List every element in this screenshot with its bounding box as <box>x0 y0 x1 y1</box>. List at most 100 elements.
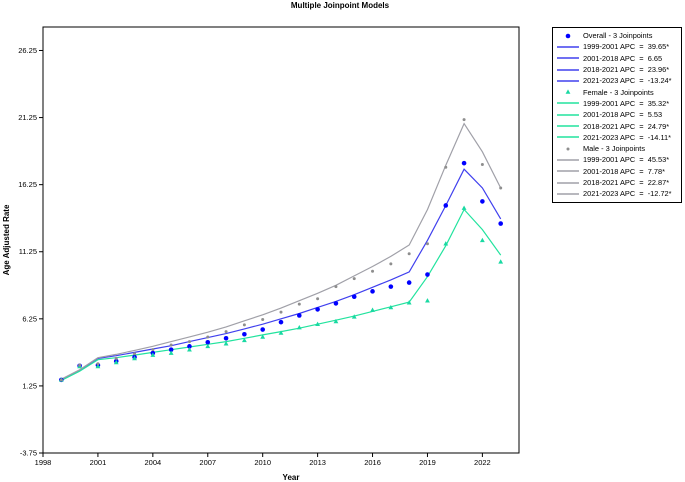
data-point-female <box>150 352 156 357</box>
y-axis: 26.25 21.25 16.25 11.25 6.25 1.25 -3.75 <box>18 46 43 458</box>
y-tick-label: -3.75 <box>20 449 37 458</box>
legend-marker-triangle <box>565 89 571 94</box>
data-point-male <box>316 297 320 301</box>
legend-symbol <box>557 68 579 71</box>
data-point-overall <box>297 313 302 318</box>
legend-entry-series: Overall - 3 Joinpoints <box>553 30 681 41</box>
legend-apc-label: 1999-2001 APC = 35.32* <box>583 98 670 108</box>
data-point-overall <box>406 280 412 285</box>
data-point-male <box>261 317 265 321</box>
data-point-overall <box>168 347 174 352</box>
data-point-female <box>498 259 504 264</box>
legend-entry-apc: 2001-2018 APC = 7.78* <box>553 166 681 177</box>
data-point-female <box>406 300 412 305</box>
legend-apc-label: 2001-2018 APC = 5.53 <box>583 110 663 120</box>
data-point-male <box>389 262 393 266</box>
data-point-female <box>461 205 467 210</box>
data-point-female <box>205 343 211 349</box>
legend-symbol <box>557 57 579 59</box>
data-point-overall <box>351 294 357 299</box>
data-point-overall <box>443 203 449 208</box>
legend-entry-apc: 2021-2023 APC = -14.11* <box>553 132 681 143</box>
legend-entry-apc: 2018-2021 APC = 22.87* <box>553 177 681 188</box>
legend-symbol <box>566 147 570 151</box>
data-point-overall <box>461 160 467 166</box>
x-tick-label: 2013 <box>309 458 326 467</box>
chart-title: Multiple Joinpoint Models <box>291 1 390 10</box>
data-point-male <box>133 352 137 356</box>
data-point-female <box>351 314 357 319</box>
y-tick-label: 16.25 <box>18 180 37 189</box>
legend-entry-apc: 2018-2021 APC = 23.96* <box>553 64 681 75</box>
legend-symbol <box>557 193 579 195</box>
data-point-male <box>224 330 228 334</box>
data-point-female <box>241 337 247 343</box>
x-tick-label: 2001 <box>90 458 107 467</box>
x-tick-label: 1998 <box>35 458 52 467</box>
legend-entry-apc: 2018-2021 APC = 24.79* <box>553 120 681 131</box>
data-point-overall <box>205 340 211 345</box>
data-point-male <box>59 378 63 382</box>
legend-entry-apc: 2021-2023 APC = -13.24* <box>553 75 681 86</box>
x-tick-label: 2004 <box>145 458 162 467</box>
legend-symbol <box>557 46 579 48</box>
data-point-overall <box>278 319 284 325</box>
y-axis-label: Age Adjusted Rate <box>2 204 11 275</box>
data-point-male <box>480 163 484 167</box>
legend-symbol <box>557 170 579 172</box>
data-point-male <box>462 118 466 122</box>
legend-entry-series: Male - 3 Joinpoints <box>553 143 681 154</box>
legend-apc-label: 2018-2021 APC = 23.96* <box>583 65 670 75</box>
data-point-female <box>388 304 394 310</box>
legend-entry-apc: 2021-2023 APC = -12.72* <box>553 188 681 199</box>
y-tick-label: 11.25 <box>19 247 37 256</box>
data-point-male <box>334 285 338 289</box>
legend-entry-apc: 1999-2001 APC = 35.32* <box>553 98 681 109</box>
data-point-overall <box>370 289 375 294</box>
data-point-female <box>333 318 339 324</box>
data-point-male <box>371 269 375 273</box>
data-point-female <box>315 321 321 326</box>
chart-legend: Overall - 3 Joinpoints 1999-2001 APC = 39… <box>552 27 682 204</box>
data-point-female <box>168 350 174 355</box>
y-tick-label: 21.25 <box>18 113 37 122</box>
data-point-male <box>444 165 448 169</box>
legend-apc-label: 1999-2001 APC = 39.65* <box>583 42 670 52</box>
data-point-male <box>407 252 411 256</box>
legend-symbol <box>557 181 579 184</box>
data-point-male <box>297 302 301 306</box>
legend-entry-apc: 1999-2001 APC = 39.65* <box>553 41 681 52</box>
legend-symbol <box>557 114 579 116</box>
y-tick-label: 6.25 <box>22 314 37 323</box>
data-point-overall <box>315 307 320 312</box>
fit-line-dot <box>61 122 502 380</box>
data-point-overall <box>187 344 192 349</box>
data-point-female <box>296 324 302 330</box>
data-point-male <box>96 362 100 366</box>
x-tick-label: 2019 <box>419 458 436 467</box>
legend-apc-label: 2018-2021 APC = 22.87* <box>583 178 670 187</box>
legend-apc-label: 2021-2023 APC = -13.24* <box>583 76 672 86</box>
data-point-female <box>370 307 375 312</box>
legend-apc-label: 1999-2001 APC = 45.53* <box>583 155 670 165</box>
legend-symbol <box>557 136 579 139</box>
y-tick-label: 26.25 <box>18 46 37 55</box>
data-point-male <box>151 348 155 352</box>
legend-symbol <box>557 159 579 161</box>
legend-series-name: Overall - 3 Joinpoints <box>583 31 653 41</box>
legend-symbol <box>557 125 579 127</box>
legend-marker-circle <box>565 33 571 38</box>
data-point-female <box>260 334 266 339</box>
legend-apc-label: 2001-2018 APC = 7.78* <box>583 166 665 176</box>
data-point-female <box>278 330 284 335</box>
data-point-female <box>95 363 101 369</box>
legend-symbol <box>565 33 571 38</box>
x-tick-label: 2010 <box>254 458 271 467</box>
legend-symbol <box>557 102 579 105</box>
legend-entry-apc: 2001-2018 APC = 6.65 <box>553 53 681 64</box>
x-tick-label: 2016 <box>364 458 381 467</box>
data-point-overall <box>242 331 247 337</box>
data-point-overall <box>388 284 394 289</box>
data-point-overall <box>223 335 229 341</box>
